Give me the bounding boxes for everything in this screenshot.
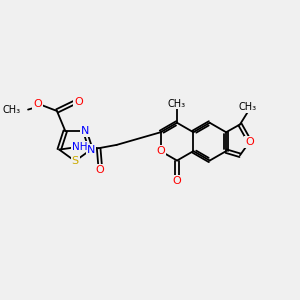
Text: CH₃: CH₃ <box>239 102 257 112</box>
Text: CH₃: CH₃ <box>2 105 20 115</box>
Text: O: O <box>96 165 104 175</box>
Text: N: N <box>81 126 89 136</box>
Text: O: O <box>245 137 254 147</box>
Text: O: O <box>156 146 165 156</box>
Text: O: O <box>33 99 42 109</box>
Text: O: O <box>74 97 83 106</box>
Text: N: N <box>87 145 95 154</box>
Text: S: S <box>71 156 79 166</box>
Text: CH₃: CH₃ <box>168 99 186 109</box>
Text: O: O <box>173 176 182 186</box>
Text: NH: NH <box>72 142 87 152</box>
